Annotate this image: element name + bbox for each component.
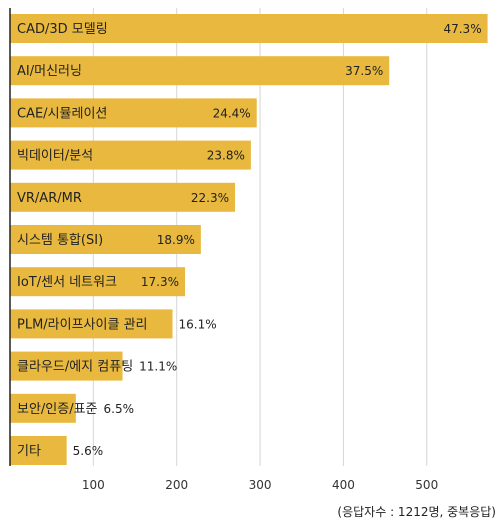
x-tick-label: 300 <box>249 478 272 492</box>
x-tick-label: 500 <box>415 478 438 492</box>
category-label: AI/머신러닝 <box>17 64 82 79</box>
category-label: PLM/라이프사이클 관리 <box>17 317 148 332</box>
respondent-note: (응답자수 : 1212명, 중복응답) <box>337 505 496 519</box>
bar <box>10 98 257 128</box>
value-label: 47.3% <box>443 22 481 36</box>
bar <box>10 436 67 465</box>
bar <box>10 309 173 339</box>
category-label: CAD/3D 모델링 <box>17 22 108 37</box>
category-label: 클라우드/에지 컴퓨팅 <box>17 360 133 375</box>
value-label: 18.9% <box>157 233 195 247</box>
category-label: VR/AR/MR <box>17 191 82 206</box>
category-label: 시스템 통합(SI) <box>17 233 103 248</box>
value-label: 37.5% <box>345 64 383 78</box>
x-tick-label: 100 <box>82 478 105 492</box>
bar <box>10 14 488 43</box>
value-label: 22.3% <box>191 191 229 205</box>
bar <box>10 225 201 254</box>
category-label: CAE/시뮬레이션 <box>17 106 107 121</box>
value-label: 16.1% <box>179 317 217 331</box>
bar <box>10 351 123 381</box>
category-label: 기타 <box>17 444 41 459</box>
value-label: 17.3% <box>141 275 179 289</box>
value-label: 23.8% <box>207 149 245 163</box>
bar <box>10 393 76 423</box>
bar <box>10 56 390 86</box>
x-tick-label: 200 <box>165 478 188 492</box>
value-label: 6.5% <box>104 402 135 416</box>
value-label: 24.4% <box>213 106 251 120</box>
bar <box>10 267 186 297</box>
category-label: 보안/인증/표준 <box>17 402 98 417</box>
bar <box>10 140 251 170</box>
bar <box>10 182 236 212</box>
category-label: 빅데이터/분석 <box>17 149 93 164</box>
value-label: 5.6% <box>73 444 104 458</box>
category-label: IoT/센서 네트워크 <box>17 275 117 290</box>
x-tick-label: 400 <box>332 478 355 492</box>
value-label: 11.1% <box>139 360 177 374</box>
